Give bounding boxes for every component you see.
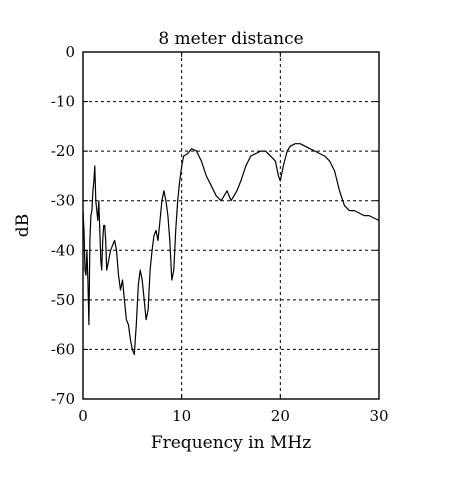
series-line	[82, 143, 380, 355]
x-tick-label: 30	[369, 407, 388, 425]
chart-title: 8 meter distance	[158, 29, 303, 49]
y-tick-label: -20	[51, 142, 75, 160]
y-tick-label: -70	[51, 390, 75, 408]
y-tick-label: -60	[51, 340, 75, 358]
y-axis-label: dB	[13, 214, 33, 237]
x-tick-label: 10	[172, 407, 191, 425]
y-tick-label: -40	[51, 241, 75, 259]
y-tick-label: -30	[51, 192, 75, 210]
x-tick-label: 20	[271, 407, 290, 425]
series-layer	[82, 143, 380, 355]
y-tick-label: -10	[51, 93, 75, 111]
tick-layer: 0 10 20 30 0 -10 -20 -30 -40 -50 -60 -70	[51, 43, 389, 425]
x-tick-label: 0	[78, 407, 88, 425]
y-tick-label: -50	[51, 291, 75, 309]
y-tick-label: 0	[65, 43, 75, 61]
grid-lines	[83, 52, 379, 399]
plot-frame	[82, 51, 380, 400]
x-axis-label: Frequency in MHz	[151, 433, 311, 453]
